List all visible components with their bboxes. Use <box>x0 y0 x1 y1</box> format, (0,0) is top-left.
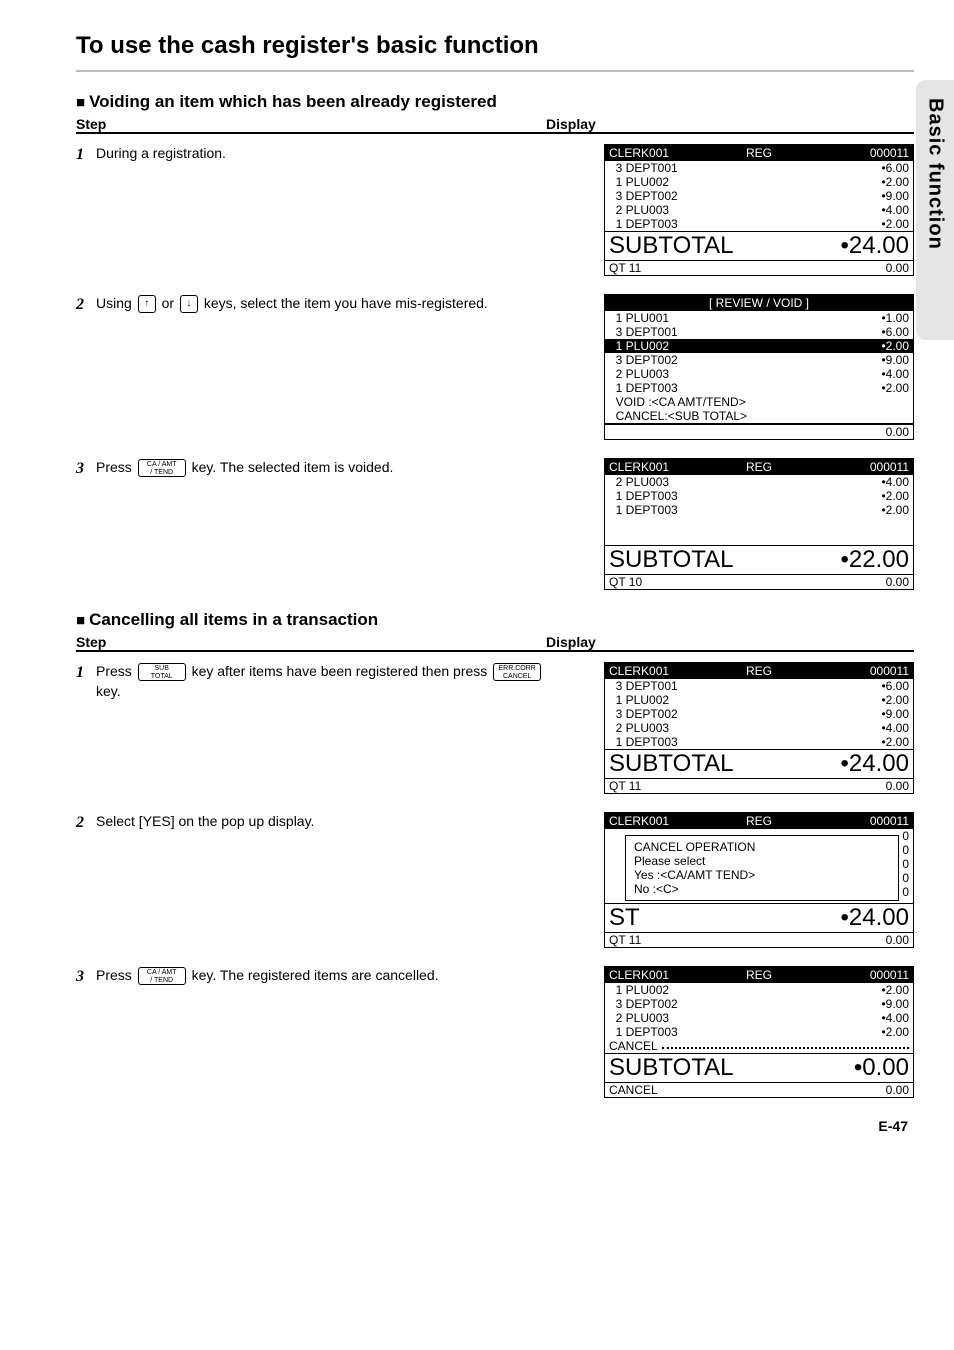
section-b-heading: ■Cancelling all items in a transaction <box>76 610 914 630</box>
step-body: Press SUBTOTAL key after items have been… <box>96 662 546 701</box>
side-tab: Basic function <box>916 80 954 340</box>
display-a1: CLERK001 REG 000011 3 DEPT001•6.00 1 PLU… <box>604 144 914 276</box>
step-number: 1 <box>76 662 96 701</box>
step-number: 2 <box>76 294 96 316</box>
col-display-label: Display <box>546 634 914 650</box>
step-number: 1 <box>76 144 96 166</box>
cancel-popup: CANCEL OPERATION Please select Yes :<CA/… <box>625 835 899 901</box>
page-title: To use the cash register's basic functio… <box>76 28 914 72</box>
display-a2: [ REVIEW / VOID ] 1 PLU001•1.00 3 DEPT00… <box>604 294 914 440</box>
col-display-label: Display <box>546 116 914 132</box>
down-key: ↓ <box>180 295 198 313</box>
up-key: ↑ <box>138 295 156 313</box>
step-body: Select [YES] on the pop up display. <box>96 812 546 834</box>
section-b-col-labels: Step Display <box>76 634 914 652</box>
side-tab-label: Basic function <box>924 98 947 250</box>
display-a3: CLERK001 REG 000011 2 PLU003•4.00 1 DEPT… <box>604 458 914 590</box>
ca-amt-tend-key: CA / AMT/ TEND <box>138 967 186 985</box>
col-step-label: Step <box>76 116 546 132</box>
section-a-col-labels: Step Display <box>76 116 914 134</box>
err-cancel-key: ERR.CORRCANCEL <box>493 663 541 681</box>
step-body: Press CA / AMT/ TEND key. The registered… <box>96 966 546 988</box>
ca-amt-tend-key: CA / AMT/ TEND <box>138 459 186 477</box>
step-body: Press CA / AMT/ TEND key. The selected i… <box>96 458 546 480</box>
step-body: During a registration. <box>96 144 546 166</box>
step-number: 3 <box>76 458 96 480</box>
display-b1: CLERK001 REG 000011 3 DEPT001•6.00 1 PLU… <box>604 662 914 794</box>
display-b3: CLERK001 REG 000011 1 PLU002•2.00 3 DEPT… <box>604 966 914 1098</box>
col-step-label: Step <box>76 634 546 650</box>
step-body: Using ↑ or ↓ keys, select the item you h… <box>96 294 546 316</box>
page-number: E-47 <box>76 1118 914 1134</box>
section-a-heading: ■Voiding an item which has been already … <box>76 92 914 112</box>
step-number: 3 <box>76 966 96 988</box>
step-number: 2 <box>76 812 96 834</box>
sub-total-key: SUBTOTAL <box>138 663 186 681</box>
display-b2: CLERK001 REG 000011 0 0 0 0 0 CANCEL OPE… <box>604 812 914 948</box>
